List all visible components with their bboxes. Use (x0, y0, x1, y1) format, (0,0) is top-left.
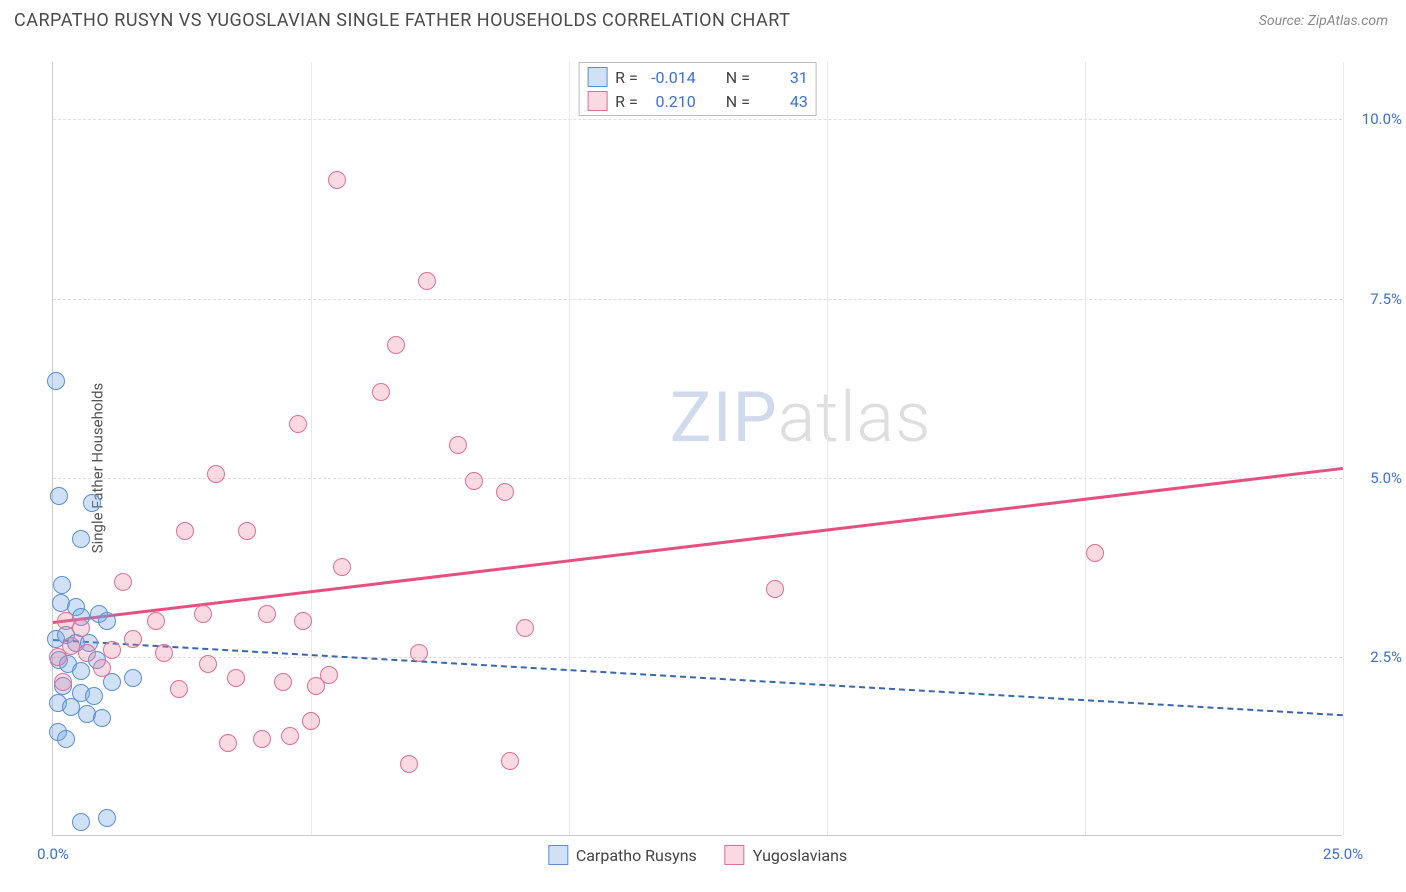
gridline-horizontal (53, 119, 1342, 120)
data-point (307, 677, 325, 695)
data-point (72, 662, 90, 680)
legend-item: Yugoslavians (725, 845, 847, 865)
data-point (496, 483, 514, 501)
correlation-stats-box: R = -0.014 N = 31 R = 0.210 N = 43 (578, 62, 817, 116)
data-point (72, 530, 90, 548)
data-point (449, 436, 467, 454)
data-point (50, 487, 68, 505)
stats-n-label: N = (726, 92, 750, 111)
legend-label: Yugoslavians (753, 846, 847, 865)
data-point (238, 522, 256, 540)
stats-r-label: R = (615, 92, 638, 111)
data-point (114, 573, 132, 591)
data-point (219, 734, 237, 752)
gridline-vertical (569, 62, 570, 835)
data-point (333, 558, 351, 576)
data-point (328, 171, 346, 189)
stats-n-label: N = (726, 68, 750, 87)
gridline-vertical (827, 62, 828, 835)
data-point (78, 644, 96, 662)
legend: Carpatho Rusyns Yugoslavians (548, 845, 847, 865)
data-point (1086, 544, 1104, 562)
gridline-horizontal (53, 657, 1342, 658)
stats-n-value: 43 (758, 92, 808, 111)
x-tick-label: 25.0% (1323, 845, 1363, 863)
source-attribution: Source: ZipAtlas.com (1259, 13, 1388, 29)
data-point (465, 472, 483, 490)
y-tick-label: 5.0% (1350, 469, 1402, 487)
data-point (147, 612, 165, 630)
data-point (83, 494, 101, 512)
stats-r-label: R = (615, 68, 638, 87)
data-point (194, 605, 212, 623)
gridline-horizontal (53, 299, 1342, 300)
gridline-horizontal (53, 478, 1342, 479)
chart-container: Single Father Households ZIPatlas R =-0.… (0, 44, 1406, 892)
data-point (124, 669, 142, 687)
data-point (258, 605, 276, 623)
data-point (72, 619, 90, 637)
legend-swatch (548, 845, 568, 865)
data-point (57, 730, 75, 748)
stats-n-value: 31 (758, 68, 808, 87)
plot-area: ZIPatlas R =-0.014N =31R =0.210N =43 Car… (52, 62, 1342, 836)
x-tick-label: 0.0% (37, 845, 69, 863)
stats-row: R = 0.210 N = 43 (585, 89, 810, 113)
trend-line (53, 467, 1343, 624)
data-point (72, 813, 90, 831)
stats-row: R = -0.014 N = 31 (585, 65, 810, 89)
legend-label: Carpatho Rusyns (576, 846, 697, 865)
data-point (54, 673, 72, 691)
data-point (98, 809, 116, 827)
stats-r-value: 0.210 (646, 92, 696, 111)
data-point (372, 383, 390, 401)
data-point (53, 576, 71, 594)
gridline-vertical (1085, 62, 1086, 835)
data-point (289, 415, 307, 433)
legend-swatch (725, 845, 745, 865)
y-tick-label: 2.5% (1350, 648, 1402, 666)
data-point (387, 336, 405, 354)
stats-swatch (587, 67, 607, 87)
data-point (49, 648, 67, 666)
data-point (253, 730, 271, 748)
data-point (176, 522, 194, 540)
data-point (93, 709, 111, 727)
watermark-suffix: atlas (778, 377, 932, 459)
data-point (57, 612, 75, 630)
legend-item: Carpatho Rusyns (548, 845, 697, 865)
stats-r-value: -0.014 (646, 68, 696, 87)
data-point (418, 272, 436, 290)
stats-swatch (587, 91, 607, 111)
data-point (85, 687, 103, 705)
data-point (227, 669, 245, 687)
data-point (302, 712, 320, 730)
data-point (766, 580, 784, 598)
watermark-prefix: ZIP (670, 377, 778, 459)
data-point (103, 641, 121, 659)
data-point (93, 659, 111, 677)
data-point (281, 727, 299, 745)
data-point (400, 755, 418, 773)
data-point (501, 752, 519, 770)
y-tick-label: 7.5% (1350, 290, 1402, 308)
data-point (47, 372, 65, 390)
data-point (98, 612, 116, 630)
data-point (274, 673, 292, 691)
y-tick-label: 10.0% (1350, 110, 1402, 128)
watermark: ZIPatlas (670, 377, 932, 459)
chart-title: CARPATHO RUSYN VS YUGOSLAVIAN SINGLE FAT… (14, 10, 790, 31)
data-point (207, 465, 225, 483)
data-point (294, 612, 312, 630)
trend-line (53, 639, 1343, 716)
data-point (124, 630, 142, 648)
data-point (170, 680, 188, 698)
data-point (410, 644, 428, 662)
data-point (155, 644, 173, 662)
data-point (516, 619, 534, 637)
gridline-vertical (1343, 62, 1344, 835)
data-point (199, 655, 217, 673)
